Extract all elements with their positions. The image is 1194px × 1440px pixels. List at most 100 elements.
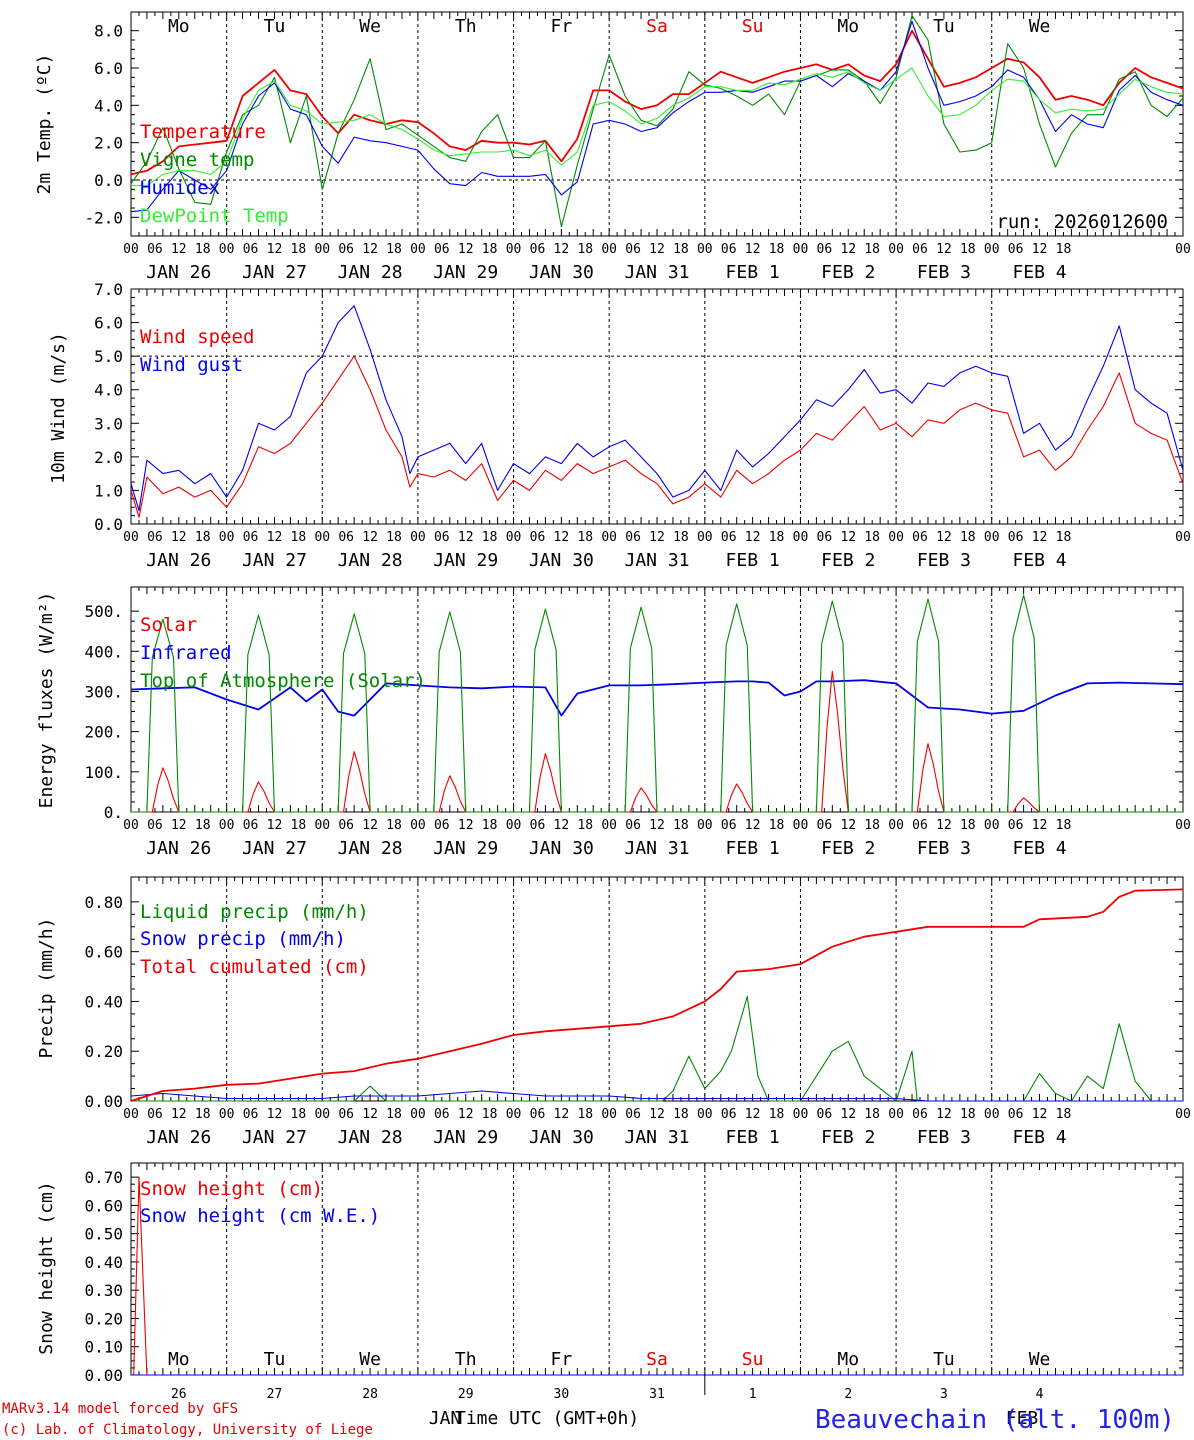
hour-tick-label: 18: [769, 818, 785, 833]
hour-tick-label: 06: [338, 1107, 354, 1122]
hour-tick-label: 12: [554, 242, 570, 257]
y-tick-label: 100.: [84, 763, 123, 782]
hour-tick-label: 06: [912, 530, 928, 545]
hour-tick-label: 12: [171, 1107, 187, 1122]
hour-tick-label: 00: [506, 242, 522, 257]
date-label: JAN 27: [242, 838, 307, 859]
series-line-wind-gust: [130, 305, 1184, 512]
hour-tick-label: 18: [769, 1107, 785, 1122]
hour-tick-label: 12: [1032, 242, 1048, 257]
hour-tick-label: 06: [721, 530, 737, 545]
hour-tick-label: 06: [817, 530, 833, 545]
hour-tick-label: 12: [362, 1107, 378, 1122]
hour-tick-label: 12: [649, 818, 665, 833]
hour-tick-label: 18: [577, 818, 593, 833]
hour-tick-label: 12: [458, 242, 474, 257]
date-label: JAN 30: [529, 262, 594, 283]
date-label: JAN 30: [529, 550, 594, 571]
hour-tick-label: 18: [482, 530, 498, 545]
weekday-label: Mo: [837, 16, 859, 37]
hour-tick-label: 18: [960, 530, 976, 545]
hour-tick-label: 12: [362, 818, 378, 833]
station-name: Beauvechain (alt. 100m): [815, 1405, 1175, 1435]
date-label: JAN 28: [338, 262, 403, 283]
legend-entry: Solar: [140, 614, 197, 636]
hour-tick-label: 18: [195, 818, 211, 833]
y-tick-label: 7.0: [94, 280, 123, 299]
hour-tick-label: 00: [123, 530, 139, 545]
hour-tick-label: 00: [410, 530, 426, 545]
hour-tick-label: 00: [601, 242, 617, 257]
legend-entry: Temperature: [140, 121, 266, 143]
weekday-label: We: [359, 1349, 381, 1370]
hour-tick-label: 18: [673, 818, 689, 833]
y-tick-label: 3.0: [94, 414, 123, 433]
date-label: JAN 29: [433, 1127, 498, 1148]
hour-tick-label: 06: [338, 242, 354, 257]
day-number-label: 3: [940, 1387, 948, 1402]
hour-tick-label: 06: [625, 818, 641, 833]
hour-tick-label: 18: [864, 818, 880, 833]
hour-tick-label: 00: [314, 818, 330, 833]
hour-tick-label: 00: [1175, 818, 1191, 833]
hour-tick-label: 06: [530, 1107, 546, 1122]
hour-tick-label: 12: [267, 242, 283, 257]
weekday-label: Tu: [933, 1349, 955, 1370]
hour-tick-label: 12: [171, 242, 187, 257]
legend-entry: Snow height (cm): [140, 1178, 323, 1200]
date-label: FEB 1: [726, 262, 780, 283]
y-tick-label: 8.0: [94, 22, 123, 41]
y-tick-label: 200.: [84, 723, 123, 742]
date-label: FEB 1: [726, 1127, 780, 1148]
hour-tick-label: 12: [936, 818, 952, 833]
hour-tick-label: 06: [625, 242, 641, 257]
hour-tick-label: 06: [721, 1107, 737, 1122]
y-tick-label: 0.70: [84, 1168, 123, 1187]
hour-tick-label: 12: [840, 530, 856, 545]
hour-tick-label: 00: [697, 1107, 713, 1122]
lab-credit: (c) Lab. of Climatology, University of L…: [2, 1422, 373, 1438]
hour-tick-label: 00: [793, 1107, 809, 1122]
y-tick-label: 4.0: [94, 381, 123, 400]
hour-tick-label: 00: [697, 530, 713, 545]
y-tick-label: 5.0: [94, 347, 123, 366]
hour-tick-label: 06: [530, 242, 546, 257]
hour-tick-label: 12: [745, 1107, 761, 1122]
date-label: JAN 30: [529, 1127, 594, 1148]
y-tick-label: 0.00: [84, 1366, 123, 1385]
hour-tick-label: 18: [195, 242, 211, 257]
legend-entry: Humidex: [140, 177, 220, 199]
hour-tick-label: 00: [601, 1107, 617, 1122]
legend-entry: DewPoint Temp: [140, 205, 289, 227]
hour-tick-label: 00: [410, 242, 426, 257]
weekday-label: Mo: [168, 16, 190, 37]
hour-tick-label: 12: [936, 530, 952, 545]
hour-tick-label: 18: [769, 530, 785, 545]
hour-tick-label: 06: [1008, 530, 1024, 545]
date-label: FEB 3: [917, 262, 971, 283]
hour-tick-label: 18: [1056, 530, 1072, 545]
panel-temp: -2.0 0.0 2.0 4.0 6.0 8.0 2m Temp. (ºC) 00 06 12 18…: [34, 11, 1191, 283]
weekday-label: We: [1029, 16, 1051, 37]
y-axis-title: Energy fluxes (W/m²): [36, 592, 57, 809]
y-tick-label: 300.: [84, 682, 123, 701]
hour-tick-label: 06: [817, 818, 833, 833]
hour-tick-label: 12: [840, 242, 856, 257]
hour-tick-label: 18: [960, 818, 976, 833]
weekday-label: Mo: [837, 1349, 859, 1370]
panel-wind: 0.0 1.0 2.0 3.0 4.0 5.0 6.0 7.0 10m Wind (m/s) 00…: [48, 280, 1191, 571]
legend-entry: Snow height (cm W.E.): [140, 1205, 380, 1227]
hour-tick-label: 18: [577, 1107, 593, 1122]
hour-tick-label: 12: [267, 1107, 283, 1122]
hour-tick-label: 00: [123, 242, 139, 257]
hour-tick-label: 18: [386, 1107, 402, 1122]
hour-tick-label: 06: [147, 242, 163, 257]
y-tick-label: 0.60: [84, 943, 123, 962]
series-line-vigne-temp: [130, 15, 1184, 228]
panel-flux: 0. 100. 200. 300. 400. 500. Energy fluxes (W/m…: [36, 586, 1191, 859]
run-label: run: 2026012600: [996, 211, 1168, 233]
date-label: FEB 2: [821, 550, 875, 571]
y-tick-label: 0.10: [84, 1338, 123, 1357]
series-line-liquid-precip-mm-h-: [131, 995, 1183, 1102]
hour-tick-label: 12: [1032, 1107, 1048, 1122]
